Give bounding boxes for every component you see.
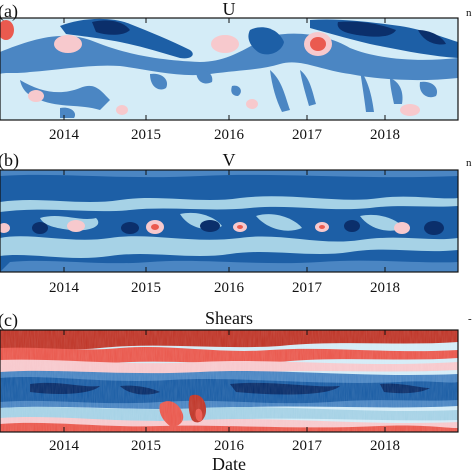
panel-c: (c) Shears - 2014 2015 2016 2017 2018: [0, 308, 472, 454]
panel-b-tag: (b): [0, 150, 19, 171]
x-tick-label: 2016: [214, 438, 245, 454]
x-tick-label: 2018: [370, 127, 400, 143]
panel-b-title: V: [223, 150, 236, 170]
panel-a-title: U: [223, 0, 236, 19]
shears-texture: [0, 330, 458, 432]
panel-c-tag: (c): [0, 310, 18, 331]
x-tick-label: 2018: [370, 280, 400, 296]
x-tick-label: 2015: [131, 127, 161, 143]
panel-a-tag: (a): [0, 1, 18, 22]
x-tick-label: 2016: [214, 280, 245, 296]
panel-a-x-axis: 2014 2015 2016 2017 2018: [49, 18, 400, 143]
x-tick-label: 2017: [292, 280, 323, 296]
x-tick-label: 2017: [292, 438, 323, 454]
panel-c-x-axis: 2014 2015 2016 2017 2018: [49, 330, 400, 454]
x-tick-label: 2015: [131, 280, 161, 296]
heatmap-u: [0, 18, 458, 120]
panel-b-side-mark: n: [466, 157, 472, 169]
x-tick-label: 2014: [49, 438, 80, 454]
panel-a: (a) U n 2014 2015 2016 2017 2018: [0, 0, 472, 143]
panel-b: (b) V n 2014 2015 2016 2017 2018: [0, 150, 472, 296]
x-tick-label: 2018: [370, 438, 400, 454]
heatmap-v: [0, 170, 458, 272]
x-axis-title: Date: [212, 454, 246, 474]
x-tick-label: 2014: [49, 280, 80, 296]
panel-c-side-mark: -: [468, 313, 472, 325]
x-tick-label: 2016: [214, 127, 245, 143]
panel-b-x-axis: 2014 2015 2016 2017 2018: [49, 170, 400, 296]
x-tick-label: 2017: [292, 127, 323, 143]
panel-a-side-mark: n: [466, 7, 472, 19]
x-tick-label: 2015: [131, 438, 161, 454]
x-tick-label: 2014: [49, 127, 80, 143]
panel-c-title: Shears: [205, 308, 253, 328]
